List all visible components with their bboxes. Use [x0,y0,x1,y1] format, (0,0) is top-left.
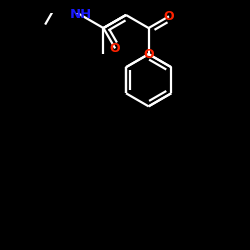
Text: NH: NH [70,8,92,22]
Text: O: O [143,48,154,61]
Text: O: O [164,10,174,23]
Text: O: O [110,42,120,55]
